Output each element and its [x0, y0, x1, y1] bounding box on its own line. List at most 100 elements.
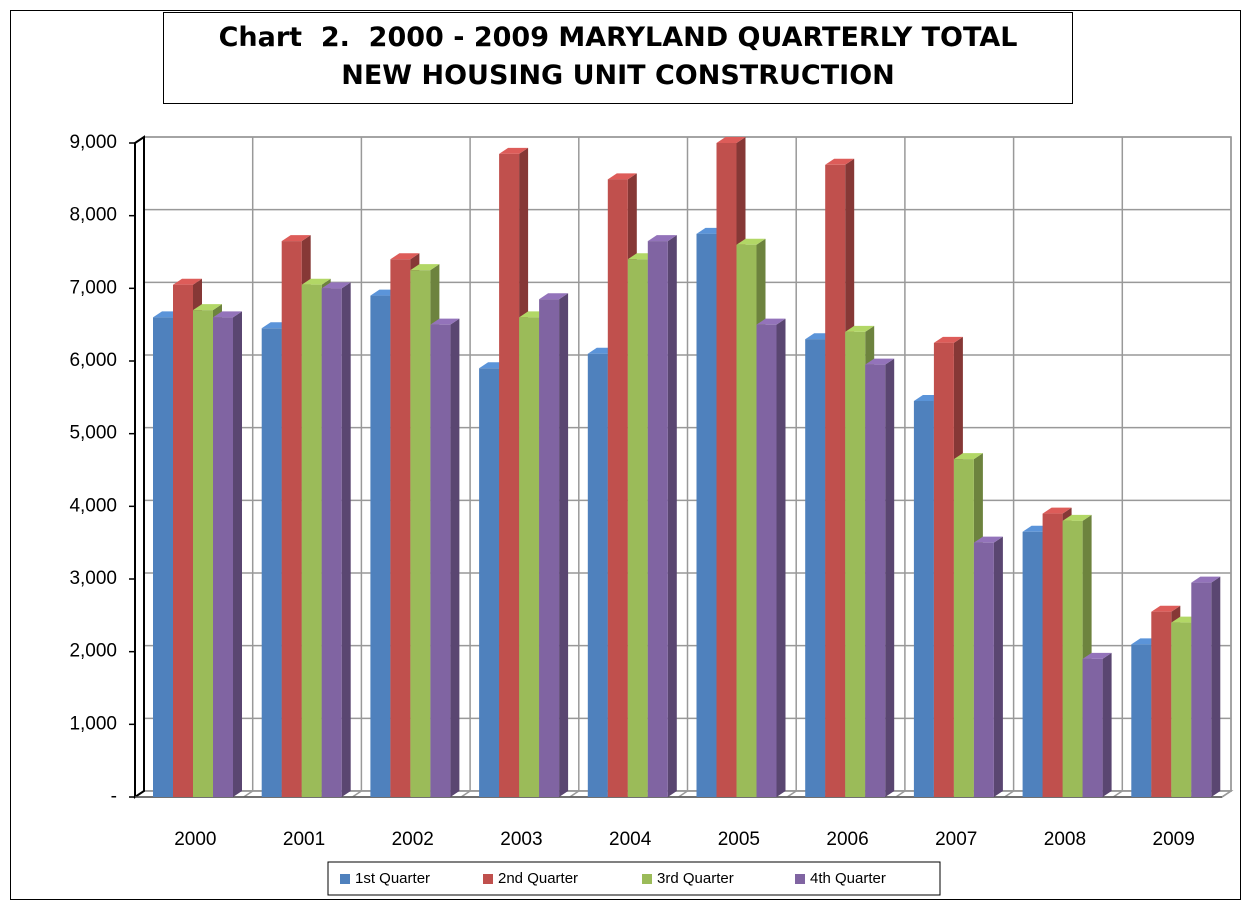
- bar: [756, 324, 777, 797]
- legend-label: 1st Quarter: [355, 870, 430, 887]
- bar: [845, 331, 866, 797]
- y-tick-label: 9,000: [69, 132, 117, 153]
- bar-top: [845, 325, 875, 332]
- bar: [736, 244, 757, 797]
- floor-line: [460, 790, 471, 798]
- bar-top: [607, 173, 637, 180]
- chart-border: [10, 10, 1241, 900]
- bar-top: [933, 336, 963, 343]
- x-tick-label: 2001: [283, 829, 325, 850]
- x-tick-label: 2008: [1044, 829, 1086, 850]
- bar-side: [1102, 652, 1112, 797]
- bar: [865, 364, 886, 797]
- floor-line: [569, 790, 580, 798]
- bar: [321, 288, 342, 797]
- bar: [953, 459, 974, 797]
- bar: [1191, 582, 1212, 797]
- x-tick-label: 2002: [392, 829, 434, 850]
- bar: [716, 143, 737, 797]
- legend-swatch: [483, 874, 493, 884]
- floor-line: [351, 790, 362, 798]
- x-tick-label: 2009: [1153, 829, 1195, 850]
- chart-title: Chart 2. 2000 - 2009 MARYLAND QUARTERLY …: [163, 12, 1073, 104]
- bar: [370, 295, 391, 797]
- legend-swatch: [340, 874, 350, 884]
- bar: [281, 241, 302, 798]
- bar-side: [993, 536, 1003, 797]
- bar: [825, 164, 846, 798]
- bar-side: [341, 282, 351, 797]
- bar-side: [450, 318, 460, 797]
- legend: 1st Quarter 2nd Quarter 3rd Quarter 4th Qua…: [327, 861, 941, 896]
- bar-top: [647, 235, 677, 242]
- bar: [390, 259, 411, 797]
- bar-side: [1211, 576, 1221, 797]
- bar-top: [716, 137, 746, 143]
- bar: [587, 353, 608, 797]
- bar: [805, 339, 826, 797]
- bar: [1062, 520, 1083, 797]
- legend-swatch: [642, 874, 652, 884]
- legend-swatch: [795, 874, 805, 884]
- bar-top: [865, 358, 895, 365]
- floor-line: [1112, 790, 1123, 798]
- x-tick-label: 2007: [935, 829, 977, 850]
- bar-top: [539, 293, 569, 300]
- bar-top: [825, 158, 855, 165]
- floor-line: [243, 790, 254, 798]
- bar-top: [953, 453, 983, 460]
- bar: [539, 299, 560, 797]
- bar-side: [776, 318, 786, 797]
- bar: [479, 368, 500, 797]
- y-tick-label: 4,000: [69, 495, 117, 516]
- bar-side: [559, 293, 569, 797]
- bar-side: [885, 358, 895, 797]
- y-tick-label: 3,000: [69, 568, 117, 589]
- bar: [519, 317, 540, 797]
- floor-line: [895, 790, 906, 798]
- x-tick-label: 2000: [174, 829, 216, 850]
- bar: [1171, 622, 1192, 797]
- bar: [1131, 644, 1152, 797]
- bar: [410, 270, 431, 798]
- bar-top: [1062, 514, 1092, 521]
- bar: [261, 328, 282, 797]
- bar: [627, 259, 648, 797]
- y-tick-label: 7,000: [69, 277, 117, 298]
- y-tick-label: 5,000: [69, 423, 117, 444]
- bar-top: [213, 311, 242, 318]
- bar: [153, 317, 173, 797]
- bar-top: [736, 238, 766, 245]
- y-axis: [134, 135, 145, 799]
- bar: [499, 153, 520, 797]
- bar-top: [1151, 605, 1181, 612]
- y-tick-label: -: [111, 786, 117, 807]
- y-tick-label: 8,000: [69, 205, 117, 226]
- bar: [647, 241, 668, 798]
- bar: [607, 179, 628, 798]
- bar-top: [499, 147, 529, 154]
- y-tick-label: 6,000: [69, 350, 117, 371]
- bar-top: [973, 536, 1003, 543]
- bar-top: [756, 318, 786, 325]
- bar: [933, 342, 954, 797]
- bar: [1082, 658, 1103, 797]
- bar: [1022, 531, 1043, 797]
- bar: [1042, 513, 1063, 797]
- floor-line: [1221, 790, 1232, 798]
- bar-top: [1042, 507, 1072, 514]
- bar: [973, 542, 994, 797]
- bar-top: [281, 235, 311, 242]
- bar: [173, 284, 193, 797]
- bar-top: [321, 282, 351, 289]
- legend-label: 4th Quarter: [810, 870, 886, 887]
- bar: [193, 310, 213, 797]
- bar-top: [1082, 652, 1112, 659]
- bar: [913, 400, 934, 797]
- x-tick-label: 2005: [718, 829, 760, 850]
- legend-label: 2nd Quarter: [498, 870, 578, 887]
- bar-top: [1191, 576, 1221, 583]
- floor-line: [678, 790, 688, 798]
- floor-line: [1004, 790, 1015, 798]
